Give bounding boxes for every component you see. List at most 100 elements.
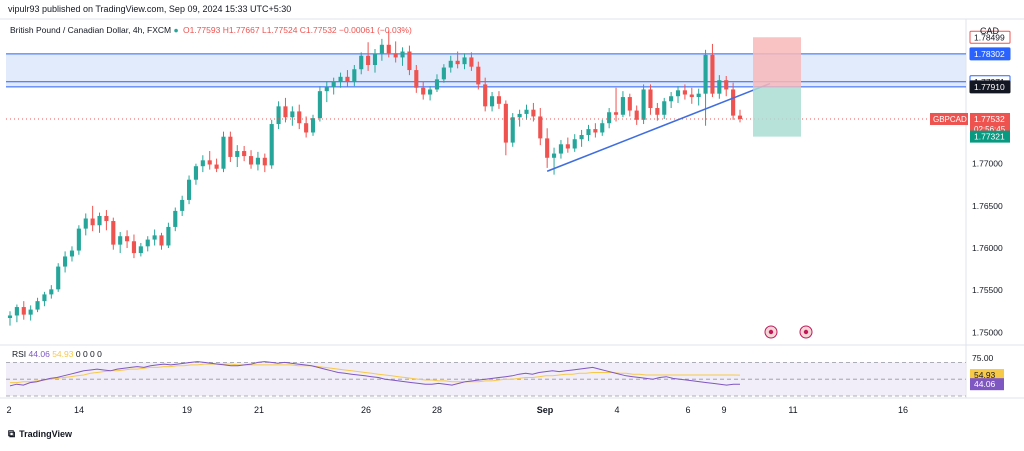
candle-body <box>483 84 488 107</box>
candle-body <box>111 221 116 245</box>
candle-body <box>386 44 391 54</box>
stop-loss-zone <box>753 37 801 87</box>
candle-body <box>414 70 419 88</box>
candle-body <box>717 80 722 94</box>
candle-body <box>586 129 591 136</box>
candle-body <box>290 111 295 118</box>
candle-body <box>352 69 357 82</box>
candle-body <box>703 54 708 94</box>
candle-body <box>641 89 646 120</box>
x-tick-label: 6 <box>685 405 690 415</box>
take-profit-zone <box>753 86 801 137</box>
candle-body <box>242 151 247 157</box>
currency-label: CAD <box>980 26 1000 36</box>
price-axis-label: 1.77910 <box>974 82 1005 92</box>
tradingview-logo-icon: ⧉ <box>8 429 16 440</box>
y-tick-label: 1.77000 <box>972 159 1003 169</box>
candle-body <box>324 86 329 92</box>
price-axis-label-bg <box>969 80 1011 94</box>
low-value: L1.77524 <box>261 25 298 35</box>
candle-body <box>173 210 178 227</box>
candle-body <box>83 218 88 229</box>
economic-event-icon-dot <box>803 329 809 335</box>
candle-body <box>448 60 453 68</box>
symbol-tag-bg <box>930 112 968 125</box>
current-price-label: 1.77532 <box>974 114 1005 124</box>
candle-body <box>7 315 13 319</box>
close-value: C1.77532 <box>299 25 337 35</box>
countdown-label: 02:56:45 <box>974 125 1006 134</box>
candle-body <box>207 160 212 165</box>
candle-body <box>372 54 378 66</box>
symbol-legend[interactable]: British Pound / Canadian Dollar, 4h, FXC… <box>10 25 412 35</box>
high-value: H1.77667 <box>222 25 260 35</box>
candle-body <box>462 57 467 65</box>
candle-body <box>634 110 639 120</box>
x-tick-label: 2 <box>6 405 11 415</box>
candle-body <box>221 136 226 169</box>
candle-body <box>675 90 681 97</box>
candle-body <box>689 94 694 98</box>
candle-body <box>407 51 412 71</box>
x-tick-label: 26 <box>361 405 371 415</box>
candle-body <box>517 113 522 118</box>
candle-body <box>69 250 75 257</box>
publish-caption: vipulr93 published on TradingView.com, S… <box>8 4 292 14</box>
target-price-label: 1.77321 <box>974 132 1005 142</box>
candle-body <box>166 226 171 246</box>
candle-body <box>428 89 433 95</box>
rsi-legend[interactable]: RSI 44.06 54.93 0 0 0 0 <box>12 349 102 359</box>
candle-body <box>248 156 254 165</box>
candle-body <box>669 96 674 102</box>
candle-body <box>434 79 440 90</box>
candle-body <box>97 215 102 226</box>
candle-body <box>731 89 736 116</box>
price-axis-label: 1.78302 <box>974 49 1005 59</box>
candle-body <box>455 60 460 65</box>
market-status-icon: ● <box>173 25 179 35</box>
footer-brand[interactable]: ⧉ TradingView <box>8 429 72 440</box>
candle-body <box>627 97 632 111</box>
candle-body <box>138 246 143 254</box>
economic-event-icon-dot <box>768 329 774 335</box>
y-tick-label: 1.75000 <box>972 327 1003 337</box>
rsi-y-tick-label: 75.00 <box>972 353 994 363</box>
candle-body <box>696 93 701 98</box>
candle-body <box>538 116 543 139</box>
candle-body <box>572 139 577 149</box>
candle-body <box>317 91 322 119</box>
x-tick-label: 28 <box>432 405 442 415</box>
candle-body <box>490 96 495 107</box>
price-axis-label: 1.78499 <box>974 32 1005 42</box>
candle-body <box>186 179 192 200</box>
candle-body <box>104 215 109 222</box>
y-tick-label: 1.76500 <box>972 201 1003 211</box>
candle-body <box>200 160 205 167</box>
candle-body <box>345 76 350 82</box>
candle-body <box>35 301 40 310</box>
candle-body <box>613 112 619 115</box>
candle-body <box>441 67 446 80</box>
candle-body <box>49 289 54 295</box>
candle-body <box>476 66 481 85</box>
candle-body <box>724 80 729 90</box>
candle-body <box>593 129 598 133</box>
x-tick-label: 9 <box>721 405 726 415</box>
target-price-label-bg <box>970 130 1010 143</box>
symbol-name: British Pound / Canadian Dollar, 4h, FXC… <box>10 25 172 35</box>
candle-body <box>565 144 570 149</box>
x-tick-label: Sep <box>537 405 554 415</box>
candle-body <box>283 106 288 118</box>
candle-body <box>90 218 95 226</box>
rsi-value-label: 44.06 <box>974 379 996 389</box>
candle-body <box>421 87 426 95</box>
candle-body <box>579 135 584 140</box>
candle-body <box>63 256 68 267</box>
candle-body <box>524 109 529 114</box>
candle-body <box>21 307 26 315</box>
candle-body <box>607 112 612 124</box>
y-tick-label: 1.75500 <box>972 285 1003 295</box>
candle-body <box>338 76 343 82</box>
candle-body <box>152 235 157 240</box>
